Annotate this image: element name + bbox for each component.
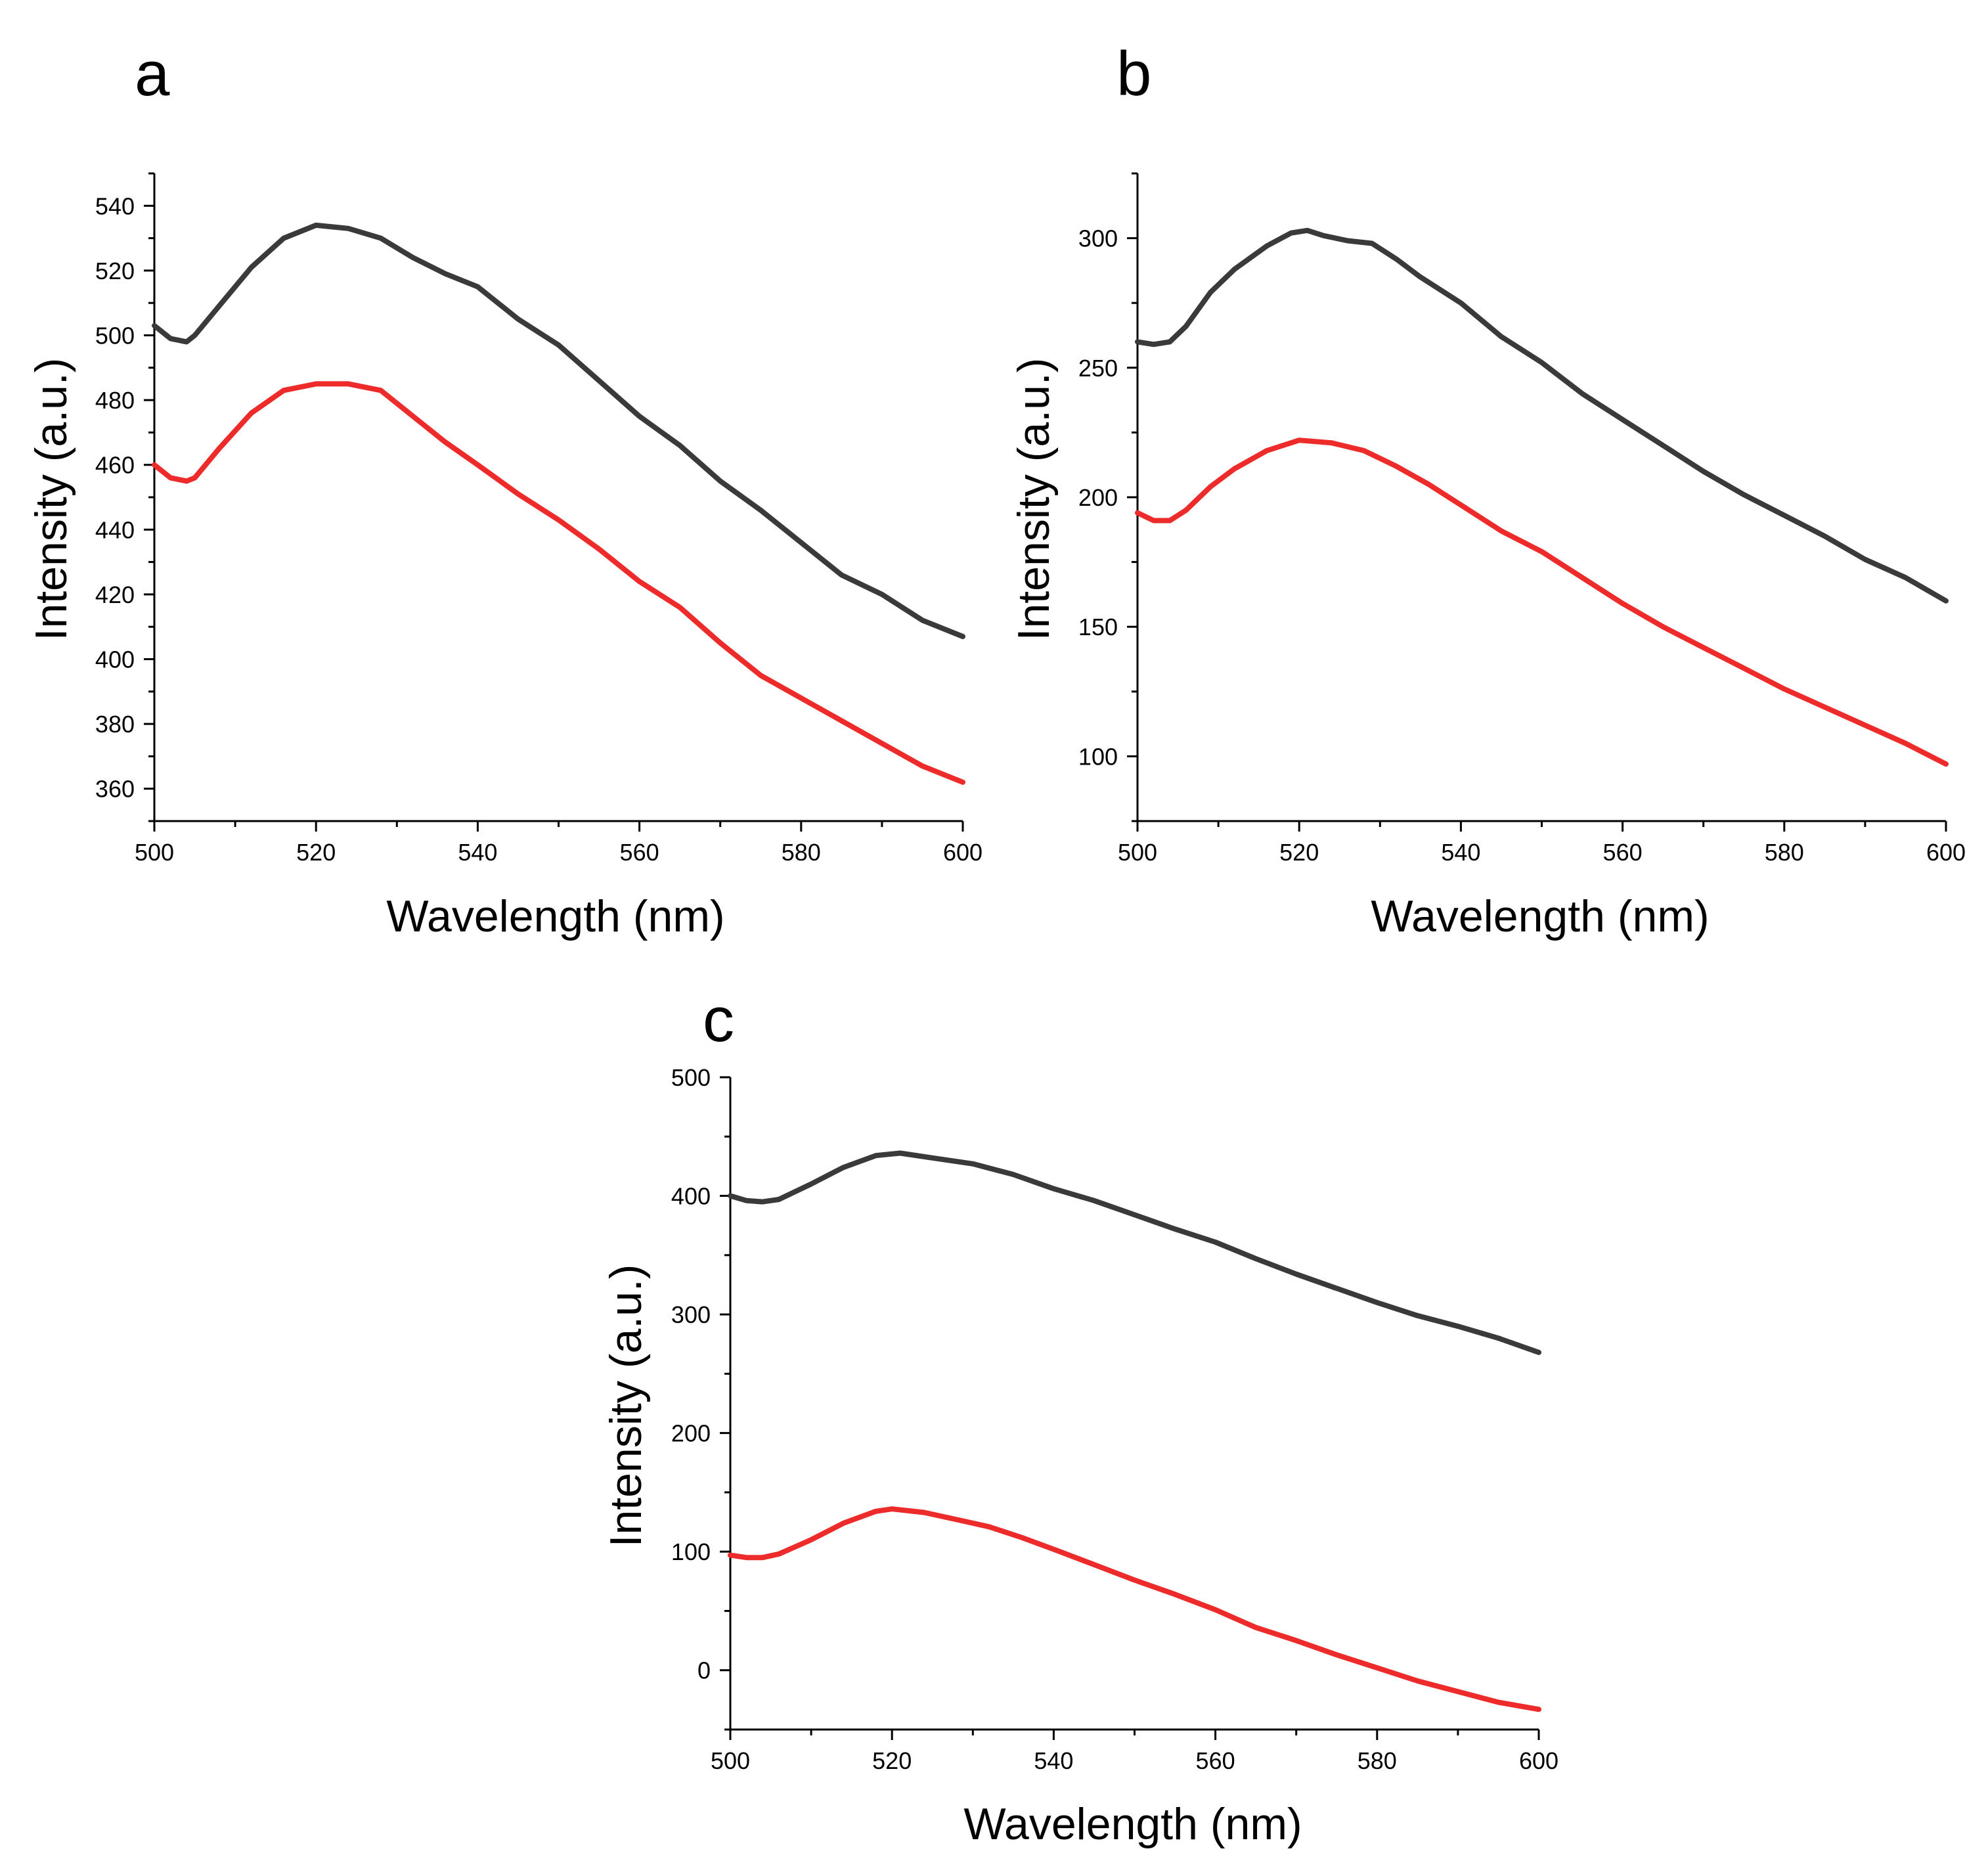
panel-a-x-tick-label: 500: [135, 839, 174, 866]
panel-c-x-tick-label: 500: [711, 1747, 750, 1774]
panel-a-y-tick-label: 360: [95, 776, 135, 803]
panel-c-x-tick-label: 560: [1196, 1747, 1235, 1774]
panel-b-x-tick-label: 560: [1603, 839, 1643, 866]
panel-c-series-black-line: [728, 1150, 1541, 1355]
panel-a-y-tick-label: 400: [95, 646, 135, 673]
panel-b-plot: 100 150 200 250 300 500 520 540 560 580 600: [1078, 172, 1966, 866]
panel-b-y-tick-label: 250: [1078, 355, 1118, 382]
panel-b-y-tick-label: 200: [1078, 484, 1118, 511]
panel-b-y-tick-label: 100: [1078, 743, 1118, 770]
panel-c-y-tick-label: 100: [671, 1538, 711, 1565]
panel-a-y-tick-label: 540: [95, 192, 135, 219]
panel-b-letter: b: [1116, 39, 1151, 109]
panel-b-y-tick-label: 150: [1078, 614, 1118, 640]
panel-a-letter: a: [135, 39, 170, 109]
panel-b: b 100 150 200 250 300 500 520 540 560 580 600 Wave…: [1009, 39, 1966, 941]
panel-b-series-black-line: [1135, 227, 1949, 604]
panel-b-x-axis-title: Wavelength (nm): [1371, 891, 1709, 941]
panel-a-x-tick-label: 520: [296, 839, 336, 866]
panel-b-x-tick-label: 600: [1926, 839, 1966, 866]
panel-a-series-black-line: [152, 222, 965, 639]
panel-a-y-tick-label: 440: [95, 516, 135, 543]
panel-b-x-tick-label: 580: [1765, 839, 1804, 866]
panel-b-x-tick-label: 520: [1279, 839, 1319, 866]
panel-a-x-tick-label: 540: [458, 839, 497, 866]
panel-a: a 360 380 400 420 440 460 480 500 520 540 500 520 54…: [26, 39, 983, 941]
panel-a-y-tick-label: 380: [95, 711, 135, 738]
panel-a-x-tick-label: 600: [943, 839, 983, 866]
panel-c-x-axis-title: Wavelength (nm): [963, 1799, 1302, 1849]
panel-c-y-tick-label: 500: [671, 1064, 711, 1091]
panel-a-y-tick-label: 480: [95, 387, 135, 414]
panel-a-series-red-line: [152, 381, 965, 785]
panel-c-series-red-line: [728, 1506, 1541, 1712]
panel-b-y-tick-label: 300: [1078, 225, 1118, 252]
panel-c-x-tick-label: 580: [1358, 1747, 1397, 1774]
panel-c-x-tick-label: 520: [872, 1747, 912, 1774]
panel-a-y-axis-title: Intensity (a.u.): [26, 358, 76, 641]
panel-c-x-tick-label: 600: [1519, 1747, 1558, 1774]
panel-a-x-tick-label: 560: [620, 839, 659, 866]
panel-b-y-axis-title: Intensity (a.u.): [1009, 358, 1059, 641]
panel-c-y-tick-label: 200: [671, 1420, 711, 1447]
panel-b-x-tick-label: 540: [1441, 839, 1480, 866]
panel-a-y-tick-label: 500: [95, 323, 135, 349]
panel-a-plot: 360 380 400 420 440 460 480 500 520 540 500 520 540 5…: [95, 172, 983, 866]
panel-a-y-tick-label: 520: [95, 257, 135, 284]
panel-b-series-red-line: [1135, 437, 1949, 767]
panel-c-x-tick-label: 540: [1034, 1747, 1073, 1774]
panel-a-x-tick-label: 580: [782, 839, 821, 866]
panel-b-x-tick-label: 500: [1118, 839, 1157, 866]
panel-a-y-tick-label: 420: [95, 581, 135, 608]
panel-c-y-tick-label: 0: [697, 1657, 711, 1684]
panel-a-x-axis-title: Wavelength (nm): [386, 891, 724, 941]
panel-c-y-tick-label: 300: [671, 1301, 711, 1328]
panel-c: c 0 100 200 300 400 500 500 520 540 560 580 600 Wav…: [601, 985, 1558, 1849]
panel-c-y-tick-label: 400: [671, 1183, 711, 1210]
panel-c-letter: c: [703, 985, 734, 1055]
panel-a-y-tick-label: 460: [95, 452, 135, 479]
panel-c-y-axis-title: Intensity (a.u.): [601, 1264, 651, 1548]
panel-c-plot: 0 100 200 300 400 500 500 520 540 560 580 600: [671, 1064, 1558, 1774]
